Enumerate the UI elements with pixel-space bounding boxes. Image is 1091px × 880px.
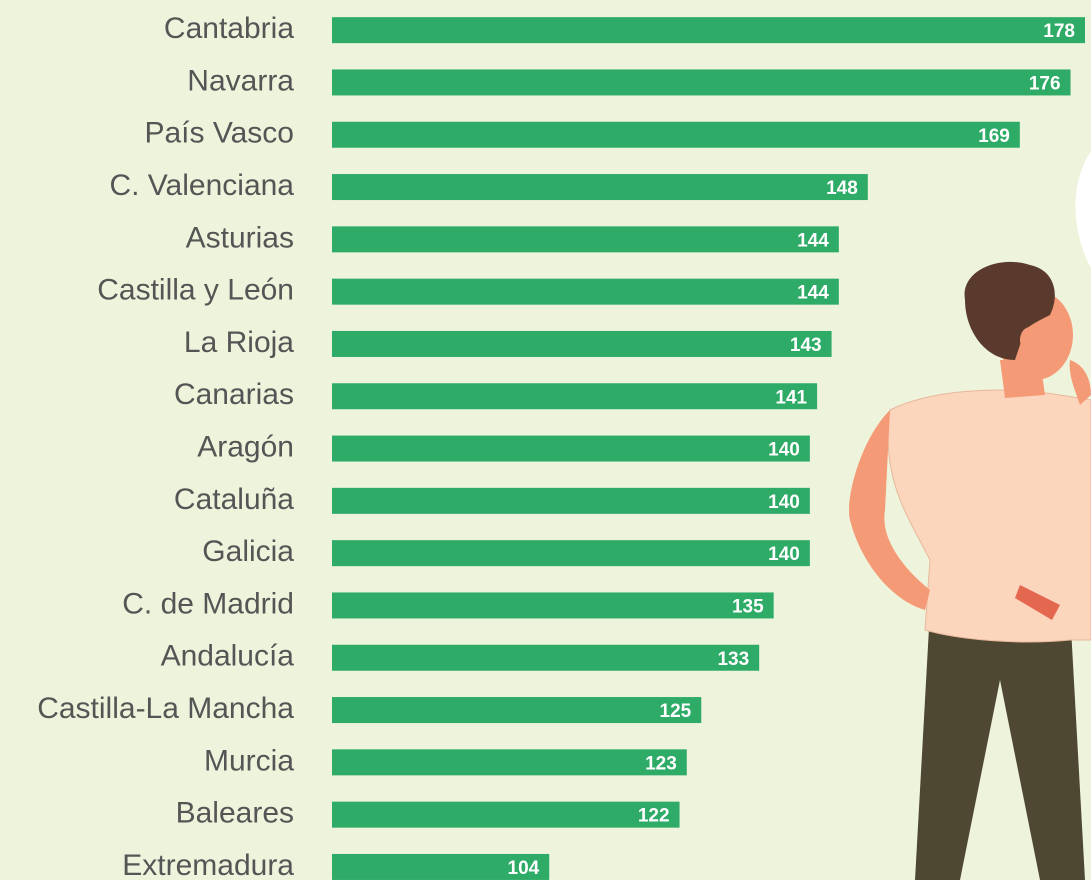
illustration [849,151,1091,880]
value-label: 104 [508,858,540,879]
category-label: Galicia [202,535,294,568]
value-label: 143 [790,335,822,356]
bar [332,69,1071,96]
bar [332,383,818,410]
value-label: 176 [1029,73,1061,94]
bars: Cantabria 178 Navarra 176 País Vasco 169 C. Va… [37,12,1085,880]
bar [332,278,839,305]
value-label: 144 [797,283,829,304]
value-label: 148 [826,178,858,199]
category-label: C. Valenciana [109,169,294,202]
bar [332,540,810,567]
bar [332,226,839,253]
bar [332,853,550,880]
bar [332,17,1085,44]
value-label: 123 [645,753,677,774]
bar [332,330,832,357]
category-label: Baleares [176,797,294,830]
category-label: Castilla y León [97,274,294,307]
category-label: Extremadura [122,849,294,880]
value-label: 141 [775,387,807,408]
category-label: Asturias [186,221,294,254]
bar [332,801,680,828]
category-label: Cantabria [164,12,294,45]
category-label: C. de Madrid [122,587,294,620]
category-label: Andalucía [161,640,295,673]
category-label: Canarias [174,378,294,411]
category-label: País Vasco [144,117,294,150]
bar [332,697,702,724]
value-label: 140 [768,544,800,565]
value-label: 125 [660,701,692,722]
value-label: 135 [732,596,764,617]
bar [332,487,810,514]
category-label: Murcia [204,744,294,777]
bar [332,435,810,462]
category-label: Cataluña [174,483,294,516]
bar [332,174,868,201]
category-label: Castilla-La Mancha [37,692,294,725]
bar [332,644,760,671]
value-label: 144 [797,230,829,251]
value-label: 178 [1043,21,1075,42]
category-label: Aragón [197,430,294,463]
value-label: 122 [638,806,670,827]
bar [332,749,687,776]
value-label: 169 [978,126,1010,147]
bar [332,592,774,619]
bar [332,121,1020,148]
category-label: La Rioja [184,326,294,359]
value-label: 140 [768,440,800,461]
category-label: Navarra [187,64,294,97]
value-label: 140 [768,492,800,513]
value-label: 133 [717,649,749,670]
